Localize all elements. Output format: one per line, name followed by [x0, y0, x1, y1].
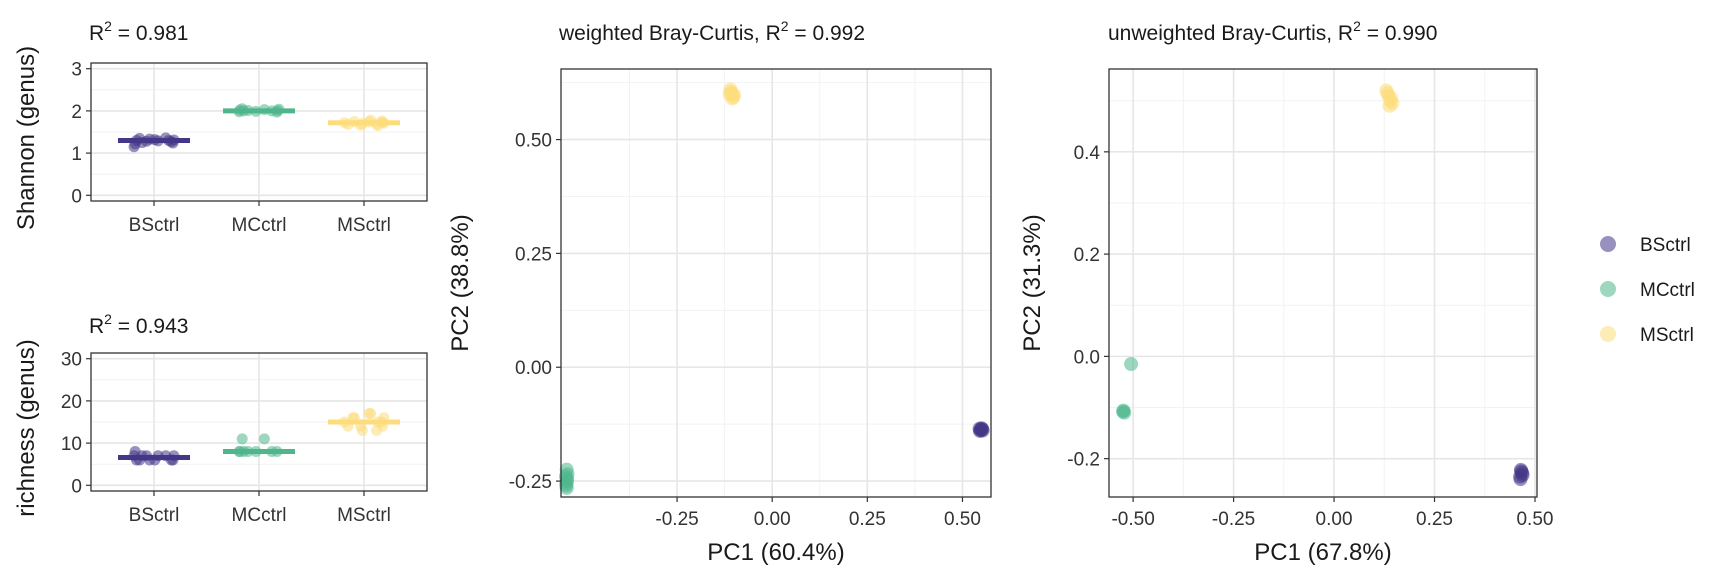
- data-point: [1513, 472, 1528, 487]
- x-tick-label: -0.25: [1212, 509, 1255, 530]
- y-tick-label: -0.25: [509, 472, 552, 493]
- y-tick-label: 3: [71, 60, 82, 81]
- y-tick-label: 0.25: [515, 244, 552, 265]
- x-tick-label: MCctrl: [232, 215, 287, 236]
- data-point: [1385, 96, 1400, 111]
- x-tick-label: -0.50: [1111, 509, 1154, 530]
- x-tick-label: 0.50: [1516, 509, 1553, 530]
- x-axis-title: PC1 (60.4%): [707, 539, 844, 566]
- panel-title: weighted Bray-Curtis, R2 = 0.992: [558, 18, 865, 45]
- richness-panel: 0 10 20 30 BSctrl MCctrl MSctrl richness (genus…: [13, 311, 428, 526]
- weighted-pcoa-panel: -0.25 0.00 0.25 0.50 -0.25 0.00 0.25 0.50 PC1 (6…: [447, 18, 992, 566]
- x-tick-label: 0.00: [754, 509, 791, 530]
- legend-label: MCctrl: [1640, 280, 1695, 301]
- y-tick-label: 0: [71, 476, 82, 497]
- y-axis-title: richness (genus): [13, 339, 40, 516]
- legend: BSctrl MCctrl MSctrl: [1600, 235, 1695, 346]
- y-tick-label: 30: [61, 350, 82, 371]
- data-point: [1116, 403, 1131, 418]
- unweighted-pcoa-panel: -0.50 -0.25 0.00 0.25 0.50 -0.2 0.0 0.2 0.4 PC1 (…: [1019, 18, 1553, 566]
- x-tick-label: MSctrl: [337, 215, 391, 236]
- y-tick-label: 0: [71, 186, 82, 207]
- x-tick-label: MSctrl: [337, 505, 391, 526]
- y-tick-label: -0.2: [1067, 450, 1100, 471]
- data-point: [724, 86, 739, 101]
- data-point: [363, 408, 375, 420]
- y-tick-label: 0.2: [1074, 245, 1100, 266]
- y-tick-label: 20: [61, 392, 82, 413]
- x-tick-label: 0.00: [1316, 509, 1353, 530]
- y-tick-label: 0.50: [515, 131, 552, 152]
- panel-border: [560, 68, 992, 498]
- y-axis-title: Shannon (genus): [13, 46, 40, 230]
- x-tick-label: BSctrl: [129, 505, 180, 526]
- shannon-panel: 0 1 2 3 BSctrl MCctrl MSctrl Shannon (genus) R2 …: [13, 18, 428, 236]
- y-tick-label: 0.4: [1074, 143, 1101, 164]
- data-point: [258, 433, 270, 445]
- y-tick-label: 0.0: [1074, 347, 1100, 368]
- x-tick-label: -0.25: [655, 509, 698, 530]
- x-tick-label: 0.25: [849, 509, 886, 530]
- y-tick-label: 10: [61, 434, 82, 455]
- panel-title: R2 = 0.981: [89, 18, 188, 45]
- data-point: [236, 433, 248, 445]
- legend-label: MSctrl: [1640, 325, 1694, 346]
- legend-key: [1600, 236, 1616, 252]
- x-tick-label: BSctrl: [129, 215, 180, 236]
- data-point: [1124, 357, 1139, 372]
- legend-key: [1600, 281, 1616, 297]
- x-axis-title: PC1 (67.8%): [1254, 539, 1391, 566]
- panel-title: unweighted Bray-Curtis, R2 = 0.990: [1108, 18, 1437, 45]
- x-tick-label: 0.50: [944, 509, 981, 530]
- legend-key: [1600, 326, 1616, 342]
- panel-title: R2 = 0.943: [89, 311, 188, 338]
- legend-label: BSctrl: [1640, 235, 1691, 256]
- x-tick-label: 0.25: [1416, 509, 1453, 530]
- y-tick-label: 0.00: [515, 358, 552, 379]
- panel-border: [1108, 68, 1538, 498]
- y-tick-label: 2: [71, 102, 82, 123]
- y-axis-title: PC2 (38.8%): [447, 214, 474, 351]
- y-tick-label: 1: [71, 144, 82, 165]
- y-axis-title: PC2 (31.3%): [1019, 214, 1046, 351]
- x-tick-label: MCctrl: [232, 505, 287, 526]
- data-point: [975, 423, 990, 438]
- data-point: [371, 424, 383, 436]
- data-point: [560, 471, 575, 486]
